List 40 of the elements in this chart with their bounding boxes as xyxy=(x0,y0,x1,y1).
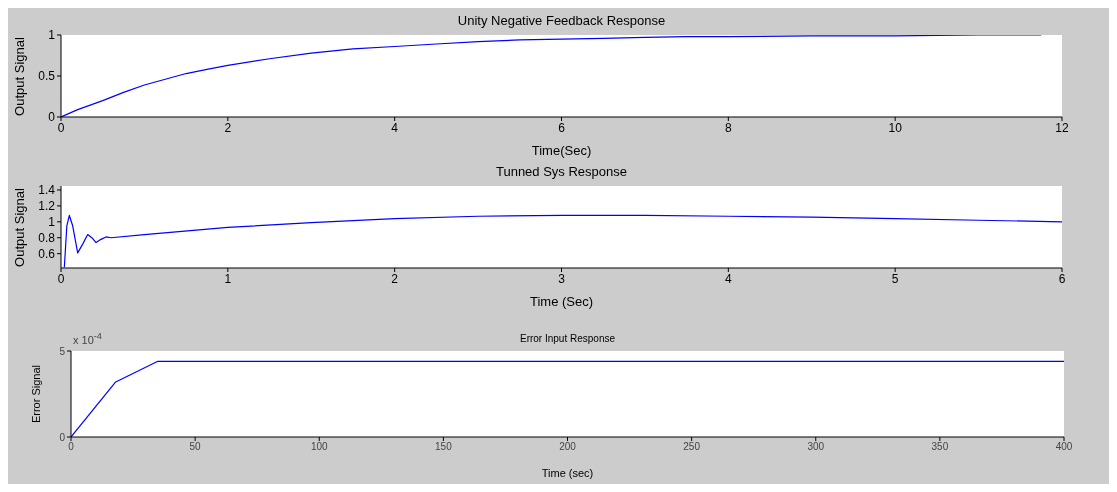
line-series xyxy=(61,35,1042,117)
chart-title: Error Input Response xyxy=(519,333,616,344)
x-tick-label: 1 xyxy=(224,271,232,286)
text: x 10$^{-4}$ xyxy=(73,331,102,346)
y-tick-label: 1.2 xyxy=(38,199,56,214)
x-axis-title: Time(Sec) xyxy=(530,143,593,158)
x-tick-label: 300 xyxy=(807,441,825,453)
chart-title: Unity Negative Feedback Response xyxy=(456,13,667,28)
y-axis-title: Output Signal xyxy=(11,36,27,116)
y-tick-label: 1 xyxy=(48,28,56,43)
x-tick-label: 250 xyxy=(683,441,701,453)
x-tick-label: 10 xyxy=(888,120,903,135)
x-axis-title: Time (sec) xyxy=(540,467,595,479)
x-tick-label: 6 xyxy=(558,120,566,135)
x-tick-label: 5 xyxy=(891,271,899,286)
y-tick-label: 1.4 xyxy=(38,183,56,198)
x-tick-label: 200 xyxy=(559,441,577,453)
chart-title: Tunned Sys Response xyxy=(494,164,628,179)
x-tick-label: 8 xyxy=(724,120,732,135)
y-tick-label: 0.5 xyxy=(38,69,56,84)
x-tick-label: 4 xyxy=(724,271,732,286)
y-axis-title: Error Signal xyxy=(30,364,43,424)
x-tick-label: 2 xyxy=(391,271,399,286)
y-axis-title: Output Signal xyxy=(11,187,27,267)
x-tick-label: 2 xyxy=(224,120,232,135)
x-tick-label: 12 xyxy=(1055,120,1069,135)
y-tick-label: 0.8 xyxy=(38,231,56,246)
y-tick-label: 0.6 xyxy=(38,246,56,261)
x-tick-label: 350 xyxy=(931,441,949,453)
y-tick-label: 0 xyxy=(48,110,56,125)
x-axis-title: Time (Sec) xyxy=(528,294,595,309)
x-tick-label: 50 xyxy=(189,441,202,453)
x-tick-label: 100 xyxy=(310,441,329,453)
x-tick-label: 4 xyxy=(391,120,399,135)
x-tick-label: 150 xyxy=(435,441,453,453)
x-tick-label: 6 xyxy=(1058,271,1066,286)
x-tick-label: 0 xyxy=(68,441,75,453)
x-tick-label: 400 xyxy=(1055,441,1073,453)
y-tick-label: 1 xyxy=(48,215,56,230)
x-tick-label: 3 xyxy=(558,271,566,286)
